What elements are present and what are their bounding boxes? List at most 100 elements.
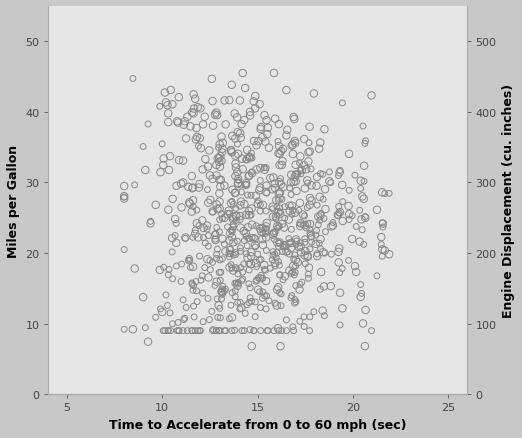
Point [334,212,342,219]
Point [287,270,295,277]
Point [296,240,304,247]
Point [294,244,303,251]
Point [177,181,185,188]
Point [146,218,155,225]
Point [215,177,223,184]
Point [173,327,181,334]
Point [240,201,248,208]
Point [318,171,327,178]
Point [174,120,182,127]
Point [304,149,313,156]
Point [208,208,217,215]
Point [187,327,196,334]
Point [212,110,220,117]
Point [257,229,265,236]
Point [299,212,307,219]
Point [231,161,240,168]
Point [287,180,295,187]
Point [378,253,386,260]
Point [255,257,264,264]
Point [209,326,217,333]
Point [345,258,353,265]
Point [336,290,344,297]
Point [264,125,272,132]
Point [335,249,343,256]
Point [241,85,250,92]
Point [357,185,365,192]
Point [238,327,246,334]
Point [316,217,324,224]
Point [250,327,258,334]
Point [179,158,187,165]
Point [359,320,367,327]
Point [228,187,236,194]
Point [188,185,196,192]
Point [163,102,172,110]
Point [282,133,291,140]
Point [213,296,221,303]
Point [316,140,325,147]
Point [357,281,365,288]
Point [321,229,329,236]
Point [164,207,172,214]
Point [287,191,295,198]
Point [193,220,201,227]
Point [172,220,181,227]
Point [271,300,279,307]
Point [296,221,305,228]
Point [283,249,291,256]
Point [238,156,246,163]
Point [288,143,296,150]
Point [278,158,287,165]
Point [232,213,240,220]
Point [316,246,325,253]
Point [268,204,277,211]
Point [219,283,227,290]
Point [296,167,305,174]
Point [274,243,282,250]
Point [129,76,137,83]
Point [304,271,313,278]
Point [360,196,368,203]
Point [257,124,265,131]
Point [293,259,302,266]
Point [234,177,243,184]
Point [225,254,233,261]
Point [156,267,164,274]
Point [186,201,194,208]
Point [204,243,212,250]
Point [297,171,305,178]
Point [231,265,240,272]
Point [213,246,222,253]
Point [215,159,223,166]
Point [169,196,177,203]
Point [254,286,262,293]
Point [218,149,226,156]
Point [240,117,248,124]
Point [304,159,313,166]
Point [272,216,280,223]
Point [262,234,270,241]
Point [290,272,299,279]
Point [183,327,192,334]
Point [197,277,205,284]
Point [260,165,268,172]
Point [292,237,300,244]
Point [301,236,309,243]
Point [335,259,343,266]
Point [228,82,236,89]
Point [367,93,376,100]
Point [348,236,357,243]
Point [313,174,321,181]
Point [191,96,199,103]
Point [221,248,230,255]
Point [156,169,164,176]
Point [284,236,293,243]
Point [188,184,197,191]
Point [307,239,316,246]
Point [172,240,181,247]
Point [185,199,194,206]
Point [191,227,199,234]
Point [247,192,255,199]
Point [245,212,253,219]
